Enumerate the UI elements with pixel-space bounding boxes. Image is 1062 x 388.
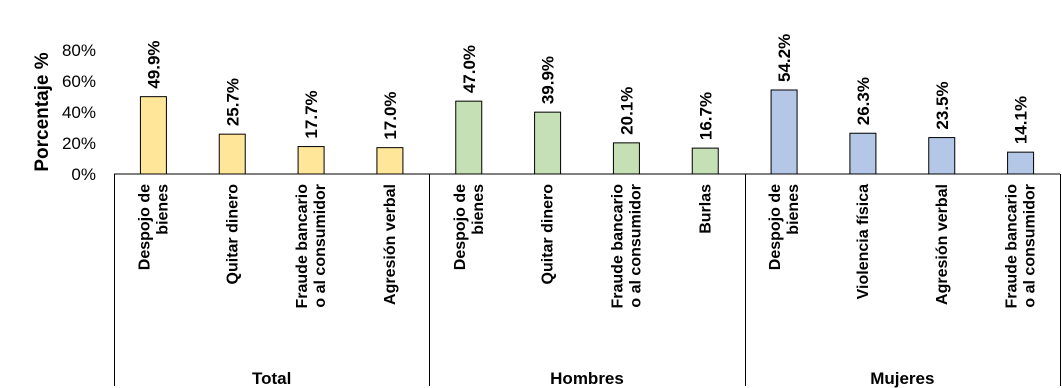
category-label-line: Fraude bancario [1004, 184, 1021, 309]
category-label-line: Despojo de [452, 184, 469, 270]
category-label: Despojo debienes [452, 184, 487, 270]
bar [297, 146, 325, 175]
y-tick-label: 60% [62, 72, 96, 91]
category-label: Violencia física [855, 184, 872, 299]
data-label: 54.2% [775, 34, 794, 82]
category-label-line: Quitar dinero [224, 184, 241, 285]
category-label-line: Agresión verbal [382, 184, 399, 305]
category-label: Burlas [697, 184, 714, 234]
bar [455, 100, 483, 175]
group-label: Mujeres [870, 369, 934, 388]
category-label-line: Violencia física [855, 184, 872, 299]
data-label: 25.7% [223, 78, 242, 126]
bar [849, 132, 877, 175]
bar [770, 89, 798, 175]
category-label-line: Fraude bancario [609, 184, 626, 309]
category-label: Fraude bancarioo al consumidor [294, 184, 329, 309]
data-label: 17.0% [381, 91, 400, 139]
y-tick-label: 80% [62, 41, 96, 60]
category-label: Fraude bancarioo al consumidor [609, 184, 644, 309]
label-layer: Porcentaje % 0% 20% 40% 60% 80% 49.9% Despojo d… [32, 34, 1039, 388]
bar [612, 142, 640, 175]
data-label: 23.5% [933, 81, 952, 129]
category-label: Quitar dinero [540, 184, 557, 285]
bar-layer [139, 89, 1035, 175]
category-label-line: Fraude bancario [294, 184, 311, 309]
category-label-line: bienes [470, 184, 487, 235]
category-label-line: o al consumidor [1022, 184, 1039, 308]
category-label: Fraude bancarioo al consumidor [1004, 184, 1039, 309]
category-label-line: Despojo de [136, 184, 153, 270]
data-label: 26.3% [854, 77, 873, 125]
y-tick-label: 0% [71, 165, 96, 184]
data-label: 17.7% [302, 90, 321, 138]
category-label: Agresión verbal [382, 184, 399, 305]
bar [139, 96, 167, 175]
category-label-line: Agresión verbal [934, 184, 951, 305]
data-label: 14.1% [1012, 96, 1031, 144]
group-label: Hombres [550, 369, 624, 388]
category-label-line: bienes [154, 184, 171, 235]
bar [376, 147, 404, 175]
y-axis-title: Porcentaje % [32, 52, 53, 171]
category-label-line: o al consumidor [312, 184, 329, 308]
bar [691, 147, 719, 175]
category-label-line: bienes [785, 184, 802, 235]
data-label: 39.9% [539, 56, 558, 104]
bar [928, 137, 956, 175]
data-label: 49.9% [144, 40, 163, 88]
category-label-line: Burlas [697, 184, 714, 234]
data-label: 20.1% [617, 87, 636, 135]
y-tick-label: 20% [62, 134, 96, 153]
category-label: Despojo debienes [767, 184, 802, 270]
axis-layer [114, 173, 1061, 386]
data-label: 47.0% [460, 45, 479, 93]
bar [218, 133, 246, 175]
category-label: Quitar dinero [224, 184, 241, 285]
category-label: Agresión verbal [934, 184, 951, 305]
bar [534, 111, 562, 175]
data-label: 16.7% [696, 92, 715, 140]
bar [1007, 151, 1035, 175]
y-tick-label: 40% [62, 103, 96, 122]
category-label-line: Quitar dinero [540, 184, 557, 285]
category-label-line: Despojo de [767, 184, 784, 270]
group-label: Total [252, 369, 291, 388]
category-label-line: o al consumidor [627, 184, 644, 308]
category-label: Despojo debienes [136, 184, 171, 270]
